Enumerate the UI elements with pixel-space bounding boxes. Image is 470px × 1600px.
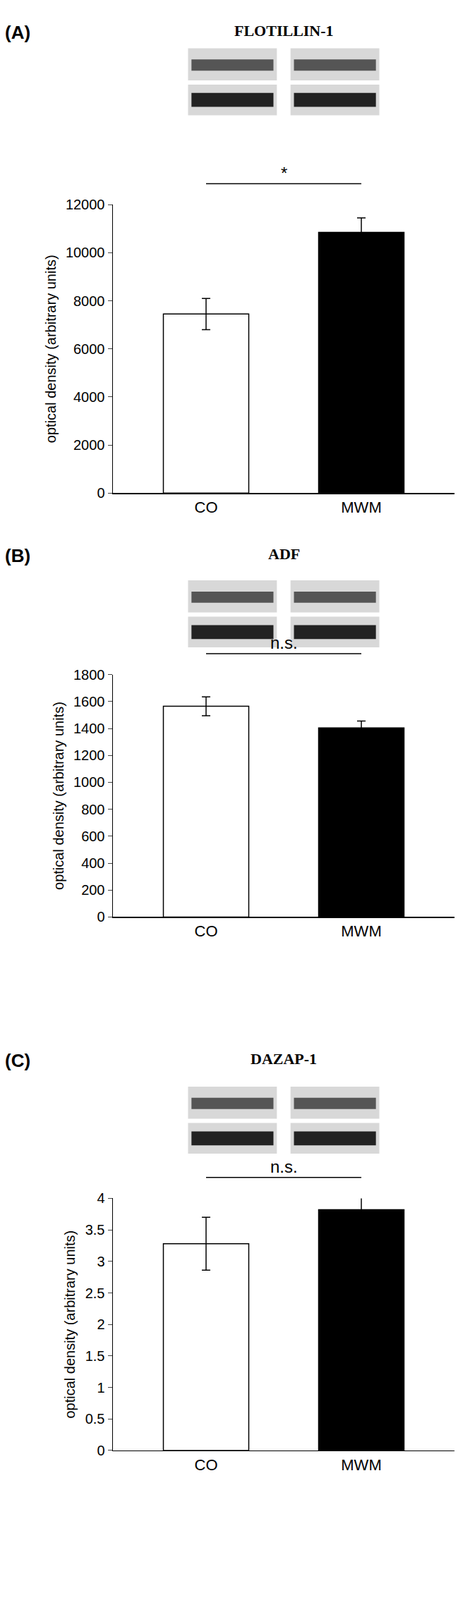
svg-text:CO: CO xyxy=(194,498,219,517)
svg-text:MWM: MWM xyxy=(340,923,382,941)
svg-text:n.s.: n.s. xyxy=(270,633,298,653)
svg-text:1800: 1800 xyxy=(73,667,106,684)
svg-text:optical density (arbitrary uni: optical density (arbitrary units) xyxy=(50,702,67,891)
svg-text:1200: 1200 xyxy=(73,748,106,764)
svg-text:800: 800 xyxy=(81,802,105,818)
svg-text:3.5: 3.5 xyxy=(85,1222,106,1239)
svg-text:FLOTILLIN-1: FLOTILLIN-1 xyxy=(234,21,334,40)
svg-text:200: 200 xyxy=(81,882,105,899)
svg-text:CO: CO xyxy=(194,923,219,941)
svg-text:4: 4 xyxy=(96,1191,105,1207)
svg-text:ADF: ADF xyxy=(268,545,300,564)
svg-text:6000: 6000 xyxy=(73,341,106,358)
svg-text:600: 600 xyxy=(81,829,105,845)
svg-text:0: 0 xyxy=(96,485,105,502)
svg-text:12000: 12000 xyxy=(65,196,106,213)
svg-text:(B): (B) xyxy=(4,545,31,567)
svg-text:2000: 2000 xyxy=(73,437,106,454)
svg-text:MWM: MWM xyxy=(340,498,382,517)
svg-text:400: 400 xyxy=(81,856,105,872)
svg-text:(C): (C) xyxy=(4,1050,31,1072)
svg-text:DAZAP-1: DAZAP-1 xyxy=(250,1050,317,1069)
svg-text:optical density (arbitrary uni: optical density (arbitrary units) xyxy=(62,1231,78,1420)
svg-text:1.5: 1.5 xyxy=(85,1349,106,1365)
svg-text:1400: 1400 xyxy=(73,721,106,737)
svg-text:4000: 4000 xyxy=(73,389,106,406)
svg-text:1000: 1000 xyxy=(73,774,106,791)
svg-text:0.5: 0.5 xyxy=(85,1412,106,1428)
svg-text:n.s.: n.s. xyxy=(270,1158,298,1178)
svg-text:10000: 10000 xyxy=(65,244,106,261)
svg-text:8000: 8000 xyxy=(73,293,106,310)
svg-text:1: 1 xyxy=(96,1381,105,1397)
svg-text:optical density (arbitrary uni: optical density (arbitrary units) xyxy=(43,254,59,444)
svg-text:2: 2 xyxy=(96,1317,105,1334)
svg-text:*: * xyxy=(280,163,288,183)
svg-text:1600: 1600 xyxy=(73,694,106,710)
svg-text:3: 3 xyxy=(96,1254,105,1271)
svg-text:(A): (A) xyxy=(4,21,31,44)
svg-text:MWM: MWM xyxy=(340,1457,382,1475)
svg-text:0: 0 xyxy=(96,909,105,926)
svg-text:2.5: 2.5 xyxy=(85,1286,106,1303)
svg-text:CO: CO xyxy=(194,1457,219,1475)
svg-text:0: 0 xyxy=(96,1443,105,1460)
